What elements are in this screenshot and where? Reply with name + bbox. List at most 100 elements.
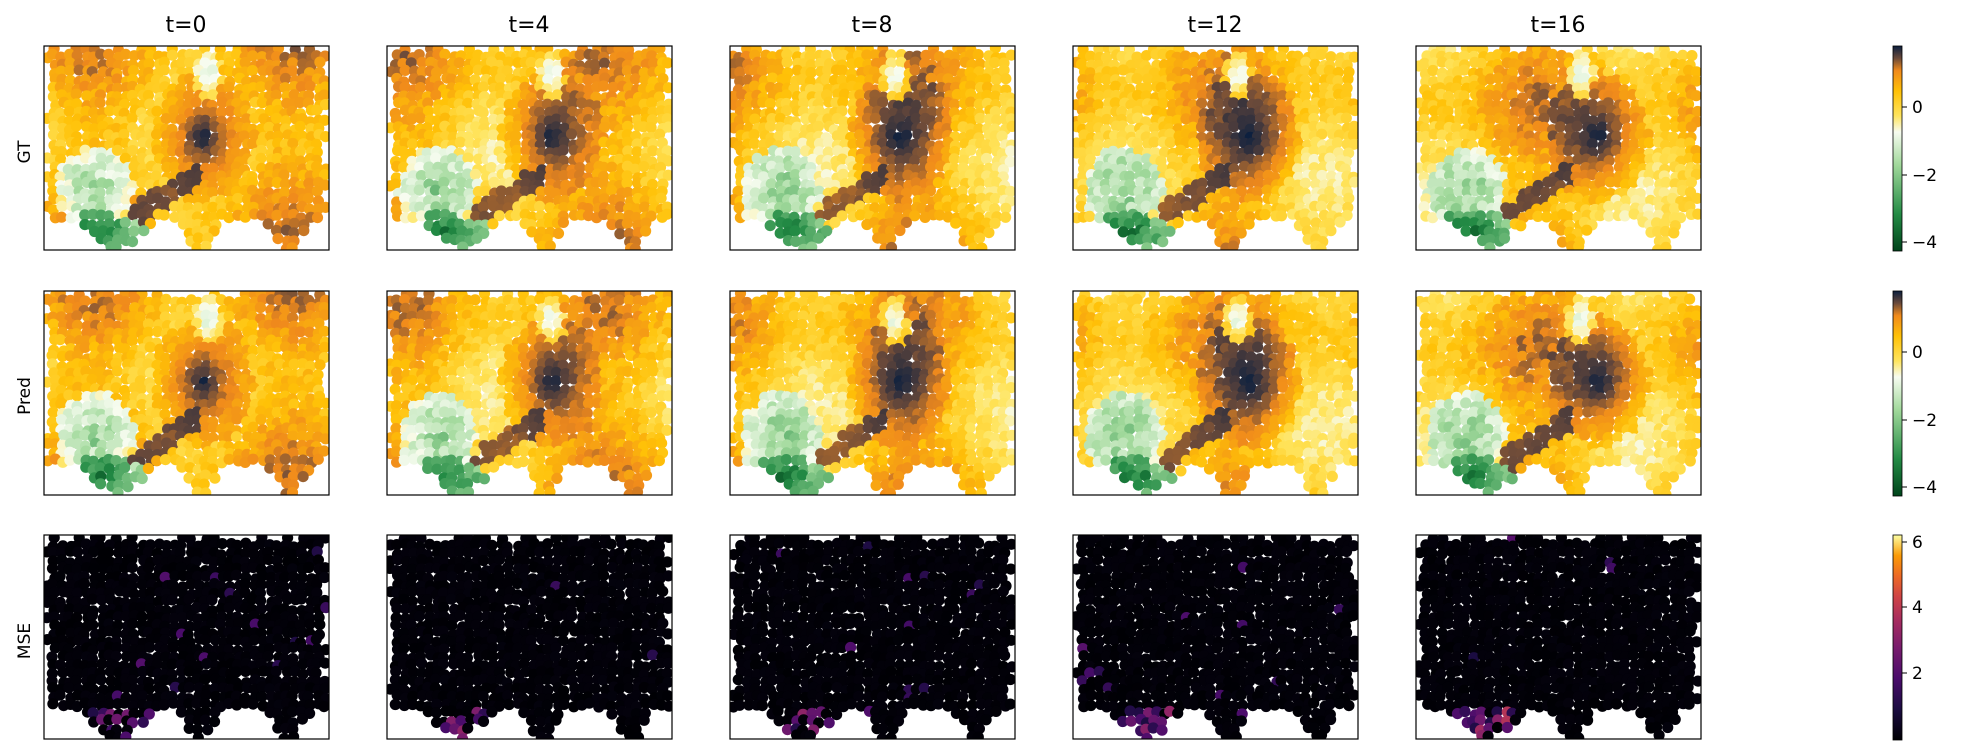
scatter-point: [1091, 145, 1103, 157]
scatter-point: [255, 374, 267, 387]
scatter-point: [1652, 244, 1664, 250]
scatter-point: [151, 310, 163, 322]
scatter-point: [1324, 152, 1336, 164]
scatter-point: [804, 51, 816, 63]
scatter-point: [925, 72, 937, 84]
scatter-point: [558, 202, 570, 214]
scatter-point: [430, 89, 442, 101]
scatter-point: [629, 163, 641, 175]
scatter-point: [1578, 89, 1590, 102]
scatter-point: [464, 137, 476, 149]
scatter-point: [1123, 218, 1135, 230]
scatter-point: [1197, 89, 1209, 101]
scatter-point: [445, 73, 457, 85]
scatter-point: [232, 344, 244, 356]
scatter-point: [574, 152, 586, 164]
scatter-point: [1206, 49, 1218, 61]
scatter-point: [1195, 121, 1208, 133]
scatter-point: [224, 105, 236, 117]
column-title: t=8: [851, 13, 892, 38]
scatter-point: [278, 169, 290, 181]
scatter-point: [822, 64, 834, 76]
scatter-point: [206, 187, 219, 199]
scatter-point: [286, 57, 299, 69]
scatter-point: [200, 240, 212, 250]
scatter-point: [271, 397, 283, 409]
scatter-point: [1686, 50, 1698, 62]
scatter-point: [319, 179, 329, 191]
scatter-point: [893, 113, 906, 125]
scatter-point: [613, 294, 625, 306]
scatter-point: [967, 193, 979, 205]
scatter-point: [965, 80, 977, 92]
scatter-point: [1635, 153, 1647, 165]
scatter-point: [1525, 137, 1537, 149]
scatter-point: [199, 390, 211, 402]
scatter-point: [320, 397, 329, 409]
scatter-point: [1493, 186, 1505, 198]
scatter-point: [748, 80, 761, 92]
scatter-point: [1674, 212, 1687, 224]
scatter-point: [1267, 50, 1279, 62]
scatter-point: [1085, 153, 1097, 165]
scatter-point: [1594, 177, 1606, 189]
scatter-point: [446, 294, 458, 306]
scatter-point: [56, 200, 68, 212]
scatter-point: [1094, 212, 1106, 224]
scatter-point: [485, 162, 497, 174]
scatter-point: [854, 200, 866, 212]
scatter-point: [288, 89, 300, 101]
scatter-point: [552, 317, 565, 329]
scatter-point: [191, 242, 203, 250]
scatter-point: [1275, 51, 1288, 63]
scatter-point: [933, 192, 945, 205]
scatter-point: [414, 161, 426, 173]
scatter-point: [183, 341, 195, 353]
scatter-point: [1213, 107, 1226, 119]
scatter-point: [1341, 209, 1353, 221]
scatter-point: [1237, 73, 1249, 85]
panel-gt-0: [43, 45, 330, 251]
scatter-point: [789, 169, 801, 181]
scatter-point: [869, 49, 881, 61]
scatter-point: [255, 81, 267, 93]
scatter-point: [1187, 56, 1199, 69]
scatter-point: [281, 294, 293, 306]
scatter-point: [502, 90, 515, 102]
scatter-point: [1251, 186, 1264, 198]
scatter-point: [989, 217, 1001, 229]
scatter-point: [934, 209, 946, 221]
scatter-point: [1475, 57, 1487, 69]
scatter-point: [520, 145, 532, 157]
scatter-point: [1284, 137, 1296, 149]
scatter-point: [989, 56, 1001, 69]
scatter-point: [781, 56, 793, 68]
scatter-point: [893, 203, 905, 215]
scatter-point: [1310, 217, 1322, 229]
scatter-point: [1100, 74, 1113, 86]
scatter-point: [1555, 224, 1567, 236]
scatter-point: [64, 375, 76, 388]
scatter-point: [1691, 192, 1701, 204]
scatter-point: [909, 56, 921, 68]
scatter-point: [127, 422, 139, 434]
scatter-point: [111, 144, 123, 156]
scatter-point: [469, 294, 481, 306]
scatter-point: [535, 186, 547, 198]
scatter-point: [1157, 236, 1169, 248]
scatter-point: [246, 176, 259, 189]
scatter-point: [791, 201, 803, 213]
scatter-point: [940, 57, 953, 69]
scatter-point: [868, 96, 881, 108]
scatter-point: [264, 454, 276, 466]
scatter-point: [71, 319, 83, 331]
scatter-point: [103, 333, 115, 346]
scatter-point: [1308, 169, 1320, 181]
scatter-point: [1149, 122, 1161, 134]
scatter-point: [510, 80, 522, 92]
scatter-point: [974, 112, 986, 124]
scatter-point: [1643, 137, 1655, 149]
scatter-point: [430, 224, 443, 236]
scatter-point: [55, 211, 68, 223]
scatter-point: [169, 351, 181, 363]
